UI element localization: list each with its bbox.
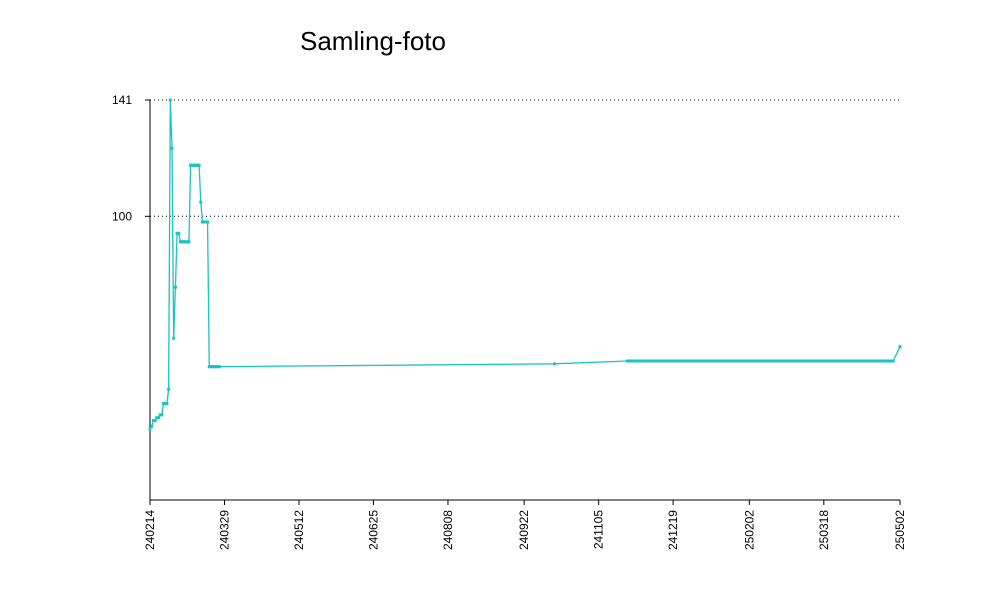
data-point	[158, 413, 162, 417]
axes	[149, 100, 900, 501]
data-point	[891, 359, 895, 363]
data-point	[165, 402, 169, 406]
data-point	[202, 220, 206, 224]
x-tick-label: 240922	[517, 510, 531, 550]
data-point	[160, 413, 164, 417]
data-point	[153, 419, 157, 423]
data-points	[148, 98, 902, 431]
x-tick-label: 240808	[441, 510, 455, 550]
data-point	[206, 220, 210, 224]
data-point	[192, 163, 196, 167]
data-point	[209, 365, 213, 369]
series-line-group	[149, 99, 901, 430]
data-point	[207, 365, 211, 369]
data-point	[172, 336, 176, 340]
data-point	[162, 402, 166, 406]
data-point	[185, 240, 189, 244]
data-point	[204, 220, 208, 224]
data-point	[553, 362, 557, 366]
data-point	[187, 240, 191, 244]
data-point	[199, 200, 203, 204]
data-point	[175, 231, 179, 235]
data-point	[625, 359, 629, 363]
data-point	[180, 240, 184, 244]
y-ticks: 100 141	[112, 93, 150, 223]
data-point	[212, 365, 216, 369]
x-tick-label: 250202	[742, 510, 756, 550]
data-point	[163, 402, 167, 406]
y-tick-label: 141	[112, 93, 132, 107]
x-tick-label: 240329	[217, 510, 231, 550]
data-point	[167, 387, 171, 391]
data-point	[182, 240, 186, 244]
x-tick-label: 240214	[143, 510, 157, 550]
x-tick-label: 240512	[292, 510, 306, 550]
data-point	[216, 365, 220, 369]
data-point	[168, 98, 172, 102]
data-point	[177, 231, 181, 235]
data-point	[214, 365, 218, 369]
data-point	[217, 365, 221, 369]
x-tick-label: 241219	[666, 510, 680, 550]
data-point	[155, 416, 159, 420]
data-point	[156, 416, 160, 420]
data-point	[190, 163, 194, 167]
x-tick-label: 241105	[592, 510, 606, 549]
data-point	[898, 345, 902, 349]
series-line	[149, 99, 901, 430]
data-point	[151, 419, 155, 423]
data-point	[170, 146, 174, 150]
gridlines	[150, 99, 900, 217]
data-point	[178, 240, 182, 244]
data-point	[184, 240, 188, 244]
x-tick-label: 240625	[366, 510, 380, 550]
data-point	[200, 220, 204, 224]
x-ticks: 240214 240329 240512 240625 240808 240922 2411…	[143, 500, 907, 550]
x-tick-label: 250502	[893, 510, 907, 550]
x-tick-label: 250318	[817, 510, 831, 550]
data-point	[211, 365, 215, 369]
data-point	[189, 163, 193, 167]
chart-title: Samling-foto	[300, 26, 446, 56]
data-point	[150, 424, 154, 428]
data-point	[194, 163, 198, 167]
data-point	[197, 163, 201, 167]
data-point	[148, 427, 152, 431]
data-point	[173, 285, 177, 289]
y-tick-label: 100	[112, 209, 132, 223]
data-point	[195, 163, 199, 167]
